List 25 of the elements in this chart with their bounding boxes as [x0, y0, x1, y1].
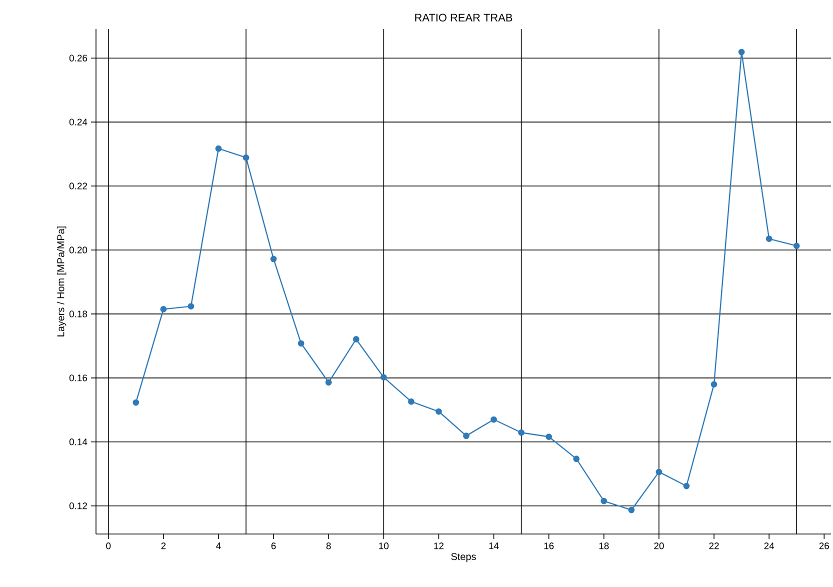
y-tick-label: 0.24 [69, 118, 88, 126]
chart-title: RATIO REAR TRAB [415, 14, 512, 22]
x-tick-label: 26 [819, 542, 829, 550]
y-tick-label: 0.20 [69, 246, 88, 254]
y-tick-label: 0.16 [69, 374, 88, 382]
x-tick-label: 10 [379, 542, 389, 550]
x-tick-label: 0 [106, 542, 111, 550]
x-tick-label: 18 [599, 542, 609, 550]
x-tick-label: 22 [709, 542, 719, 550]
y-tick-label: 0.22 [69, 182, 88, 190]
x-tick-label: 2 [161, 542, 166, 550]
x-axis-title: Steps [451, 553, 476, 562]
x-tick-label: 8 [326, 542, 331, 550]
x-tick-label: 14 [489, 542, 499, 550]
x-tick-label: 20 [654, 542, 664, 550]
x-tick-label: 24 [764, 542, 774, 550]
y-tick-label: 0.14 [69, 438, 88, 446]
x-tick-label: 16 [544, 542, 554, 550]
y-tick-label: 0.26 [69, 54, 88, 62]
y-tick-label: 0.18 [69, 310, 88, 318]
x-tick-label: 12 [434, 542, 444, 550]
x-tick-label: 6 [271, 542, 276, 550]
y-axis-title: Layers / Hom [MPa/MPa] [56, 226, 66, 336]
x-tick-label: 4 [216, 542, 221, 550]
y-tick-label: 0.12 [69, 502, 88, 510]
